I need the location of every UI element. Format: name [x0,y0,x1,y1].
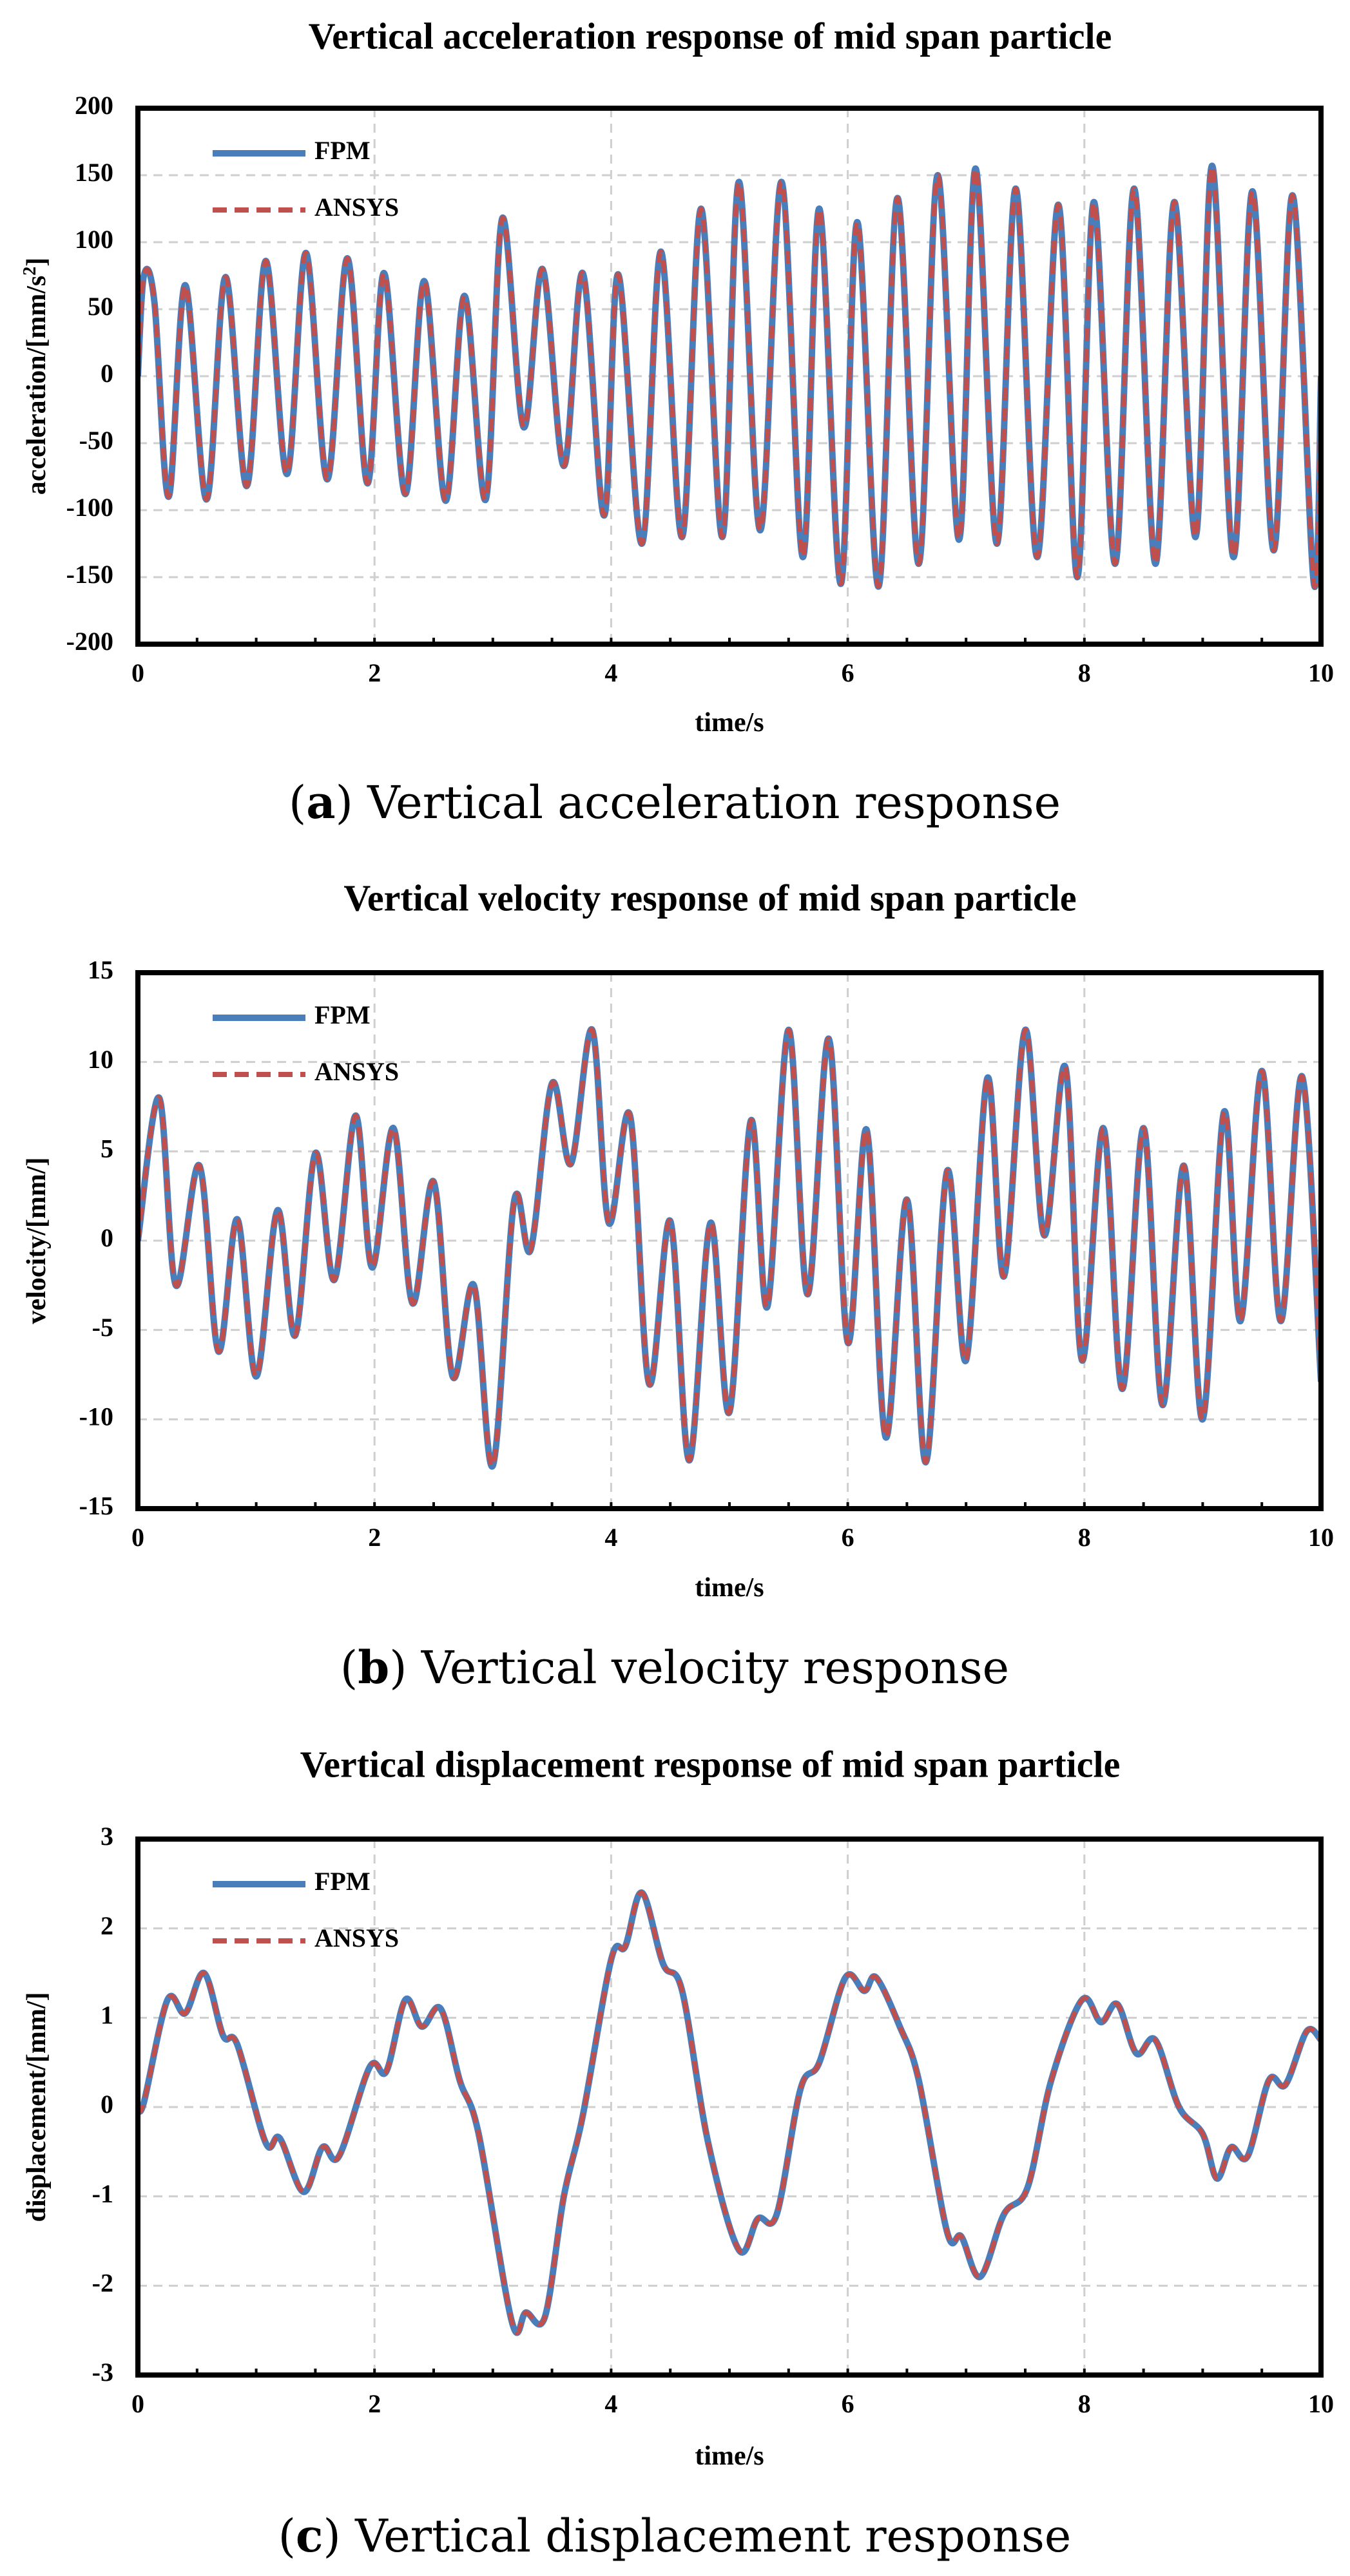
y-axis-label: velocity/[mm/] [22,1158,52,1324]
caption-paren-open: ( [340,1641,358,1694]
y-tick-label: 5 [101,1134,113,1163]
y-axis-label-text: displacement/[mm/] [22,1992,52,2222]
y-tick-label: -5 [92,1313,113,1342]
x-tick-label: 6 [842,2389,854,2418]
y-tick-label: 0 [101,359,113,388]
legend-label-ansys: ANSYS [314,1057,399,1086]
legend-label-fpm: FPM [314,136,371,165]
x-tick-label: 8 [1078,1523,1091,1552]
series-line-fpm [138,1026,1321,1470]
y-tick-label: -100 [66,493,113,522]
chart-panel-a: Vertical acceleration response of mid sp… [20,15,1335,829]
caption-text: Vertical acceleration response [353,776,1061,829]
series-line-fpm [138,1889,1321,2336]
caption-paren-open: ( [278,2510,296,2562]
y-axis-label-text: velocity/[mm/] [22,1158,52,1324]
x-tick-label: 10 [1308,1523,1334,1552]
y-tick-label: -150 [66,560,113,589]
x-tick-label: 8 [1078,658,1091,687]
y-tick-label: 3 [101,1822,113,1851]
y-tick-label: -200 [66,627,113,656]
x-tick-label: 4 [604,1523,617,1552]
x-tick-label: 2 [368,2389,381,2418]
y-tick-label: 150 [75,158,113,187]
y-axis-label-superscript: 2 [20,267,40,276]
x-tick-label: 6 [842,658,854,687]
legend-label-ansys: ANSYS [314,1923,399,1952]
y-tick-label: 1 [101,2001,113,2030]
y-axis-label-text: acceleration/[mm/s [22,276,52,495]
x-tick-label: 10 [1308,658,1334,687]
y-tick-label: 100 [75,225,113,254]
caption-text: Vertical velocity response [407,1641,1010,1694]
figure-caption: (b) Vertical velocity response [340,1641,1009,1694]
x-tick-label: 8 [1078,2389,1091,2418]
y-axis-label: acceleration/[mm/s2] [20,258,52,495]
caption-paren-open: ( [289,776,306,829]
x-tick-label: 2 [368,658,381,687]
y-axis-label-end: ] [22,258,52,267]
x-tick-label: 6 [842,1523,854,1552]
y-tick-label: -2 [92,2269,113,2298]
chart-title: Vertical displacement response of mid sp… [300,1743,1121,1785]
y-tick-label: 0 [101,2090,113,2119]
figure-caption: (a) Vertical acceleration response [289,776,1061,829]
chart-panel-b: Vertical velocity response of mid span p… [22,877,1334,1694]
y-tick-label: 10 [88,1045,113,1074]
series-line-ansys [138,1890,1321,2335]
y-tick-label: -3 [92,2358,113,2387]
y-tick-label: 50 [88,292,113,321]
x-tick-label: 0 [131,658,144,687]
caption-paren-close: ) [323,2510,341,2562]
y-tick-label: 0 [101,1223,113,1252]
y-tick-label: 15 [88,955,113,984]
caption-letter: c [296,2509,323,2562]
y-tick-label: -10 [79,1402,113,1431]
chart-title: Vertical velocity response of mid span p… [343,877,1076,919]
caption-text: Vertical displacement response [341,2510,1072,2562]
y-tick-label: 2 [101,1911,113,1940]
y-tick-label: 200 [75,91,113,120]
y-tick-label: -15 [79,1491,113,1520]
y-tick-label: -1 [92,2179,113,2208]
caption-letter: b [358,1641,389,1694]
chart-panel-c: Vertical displacement response of mid sp… [22,1743,1334,2562]
chart-title: Vertical acceleration response of mid sp… [309,15,1112,57]
y-axis-label: displacement/[mm/] [22,1992,52,2222]
legend-label-fpm: FPM [314,1867,371,1896]
x-tick-label: 0 [131,2389,144,2418]
caption-paren-close: ) [336,776,353,829]
series-line-ansys [138,1027,1321,1469]
x-tick-label: 4 [604,658,617,687]
y-tick-label: -50 [79,426,113,455]
x-tick-label: 4 [604,2389,617,2418]
legend-label-ansys: ANSYS [314,193,399,222]
x-tick-label: 0 [131,1523,144,1552]
figure-caption: (c) Vertical displacement response [278,2509,1072,2562]
x-axis-label: time/s [695,2441,764,2471]
caption-letter: a [306,776,335,829]
series-line-ansys [138,163,1321,589]
x-axis-label: time/s [695,708,764,738]
x-axis-label: time/s [695,1573,764,1603]
legend-label-fpm: FPM [314,1000,371,1029]
caption-paren-close: ) [389,1641,407,1694]
x-tick-label: 2 [368,1523,381,1552]
x-tick-label: 10 [1308,2389,1334,2418]
